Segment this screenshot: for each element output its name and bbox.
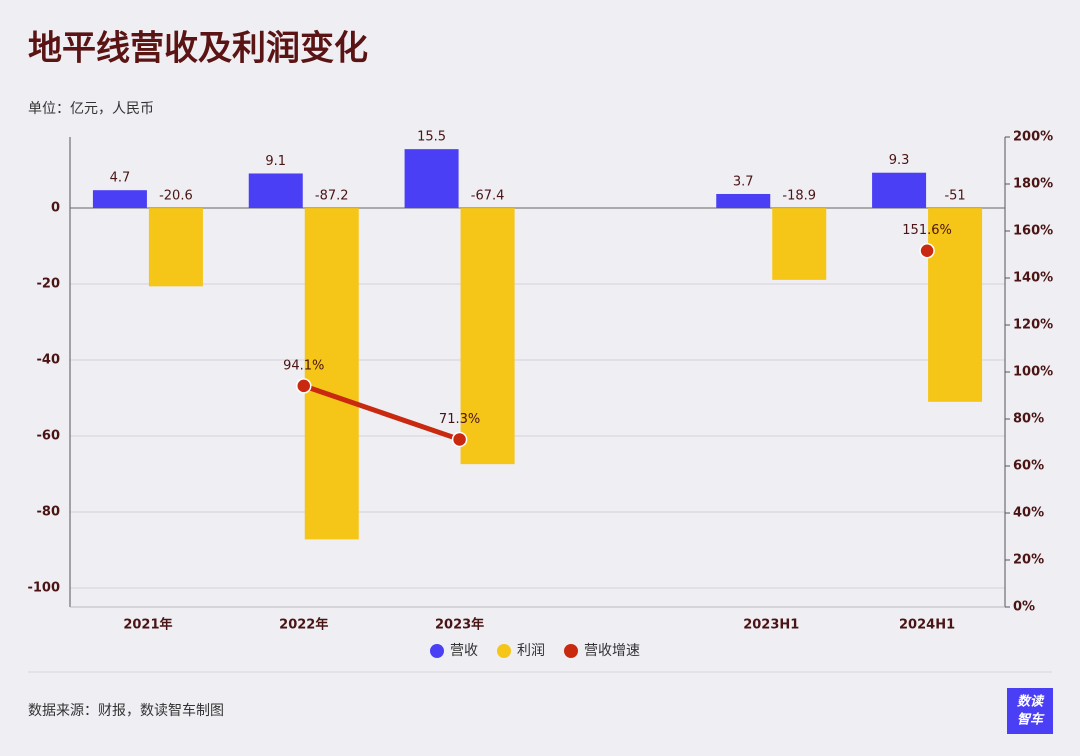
value-label: 151.6% [902, 223, 952, 238]
legend-label: 利润 [517, 643, 545, 659]
bar [304, 208, 359, 540]
y2-tick-label: 100% [1013, 365, 1053, 380]
bar [872, 172, 927, 209]
y-tick-label: 0 [51, 201, 60, 216]
value-label: -20.6 [159, 189, 193, 204]
y-tick-label: -40 [37, 353, 61, 368]
value-label: 94.1% [283, 358, 324, 373]
bar [772, 208, 827, 280]
point [919, 242, 935, 259]
y-tick-label: -60 [37, 429, 61, 444]
y2-tick-label: 80% [1013, 412, 1044, 427]
bar [92, 190, 147, 209]
logo-text: 智车 [1017, 712, 1045, 728]
value-label: -87.2 [315, 189, 349, 204]
bar [248, 173, 303, 209]
y2-tick-label: 20% [1013, 553, 1044, 568]
y2-tick-label: 60% [1013, 459, 1044, 474]
x-tick-label: 2021年 [123, 617, 172, 633]
x-tick-label: 2022年 [279, 617, 328, 633]
legend-label: 营收增速 [584, 643, 640, 659]
y2-tick-label: 140% [1013, 271, 1053, 286]
y2-tick-label: 200% [1013, 130, 1053, 145]
y-tick-label: -80 [37, 505, 61, 520]
value-label: 3.7 [733, 174, 754, 189]
point [451, 431, 468, 448]
legend-label: 营收 [450, 643, 478, 659]
legend-marker [564, 644, 578, 658]
chart-subtitle: 单位：亿元，人民币 [28, 101, 154, 117]
y2-tick-label: 40% [1013, 506, 1044, 521]
value-label: 9.1 [265, 154, 286, 169]
bar [460, 208, 515, 465]
chart-title: 地平线营收及利润变化 [28, 29, 368, 69]
logo-text: 数读 [1017, 694, 1045, 710]
value-label: -67.4 [471, 189, 505, 204]
value-label: 15.5 [417, 130, 446, 145]
bar [928, 208, 983, 402]
bar [404, 149, 459, 209]
legend-marker [497, 644, 511, 658]
y2-tick-label: 180% [1013, 177, 1053, 192]
x-tick-label: 2023年 [435, 617, 484, 633]
y2-tick-label: 120% [1013, 318, 1053, 333]
value-label: 9.3 [889, 153, 910, 168]
source-note: 数据来源：财报，数读智车制图 [28, 702, 224, 719]
y-tick-label: -100 [27, 581, 60, 596]
y-tick-label: -20 [37, 277, 61, 292]
y2-tick-label: 160% [1013, 224, 1053, 239]
value-label: -18.9 [782, 189, 816, 204]
value-label: 4.7 [110, 171, 131, 186]
x-tick-label: 2023H1 [743, 618, 799, 633]
point [296, 378, 312, 394]
legend-marker [430, 644, 444, 658]
bar [148, 208, 203, 287]
value-label: -51 [944, 189, 965, 204]
value-label: 71.3% [439, 412, 480, 427]
bar [716, 193, 771, 209]
x-tick-label: 2024H1 [899, 618, 955, 633]
y2-tick-label: 0% [1013, 600, 1035, 615]
logo [1007, 688, 1053, 734]
